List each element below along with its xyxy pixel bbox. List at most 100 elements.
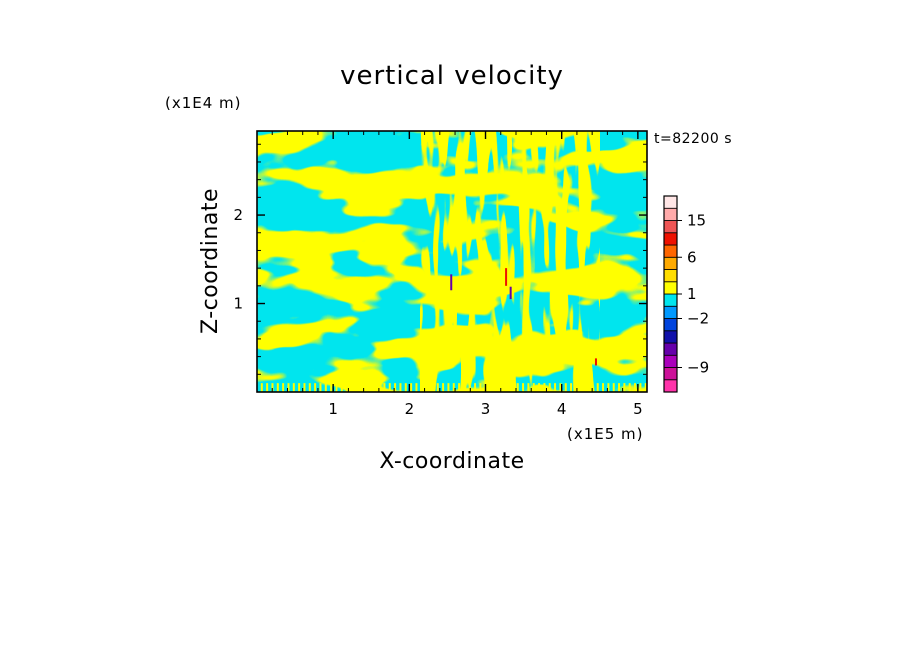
- boundary-cell: [303, 383, 306, 392]
- colorbar-swatch: [663, 281, 678, 295]
- x-tick-label: 4: [557, 400, 567, 418]
- colorbar-swatch: [663, 244, 678, 258]
- timestamp-label: t=82200 s: [654, 131, 732, 147]
- boundary-cell: [564, 383, 567, 392]
- convective-core: [509, 286, 512, 300]
- boundary-cell: [399, 383, 402, 392]
- boundary-cell: [340, 383, 343, 392]
- boundary-cell: [479, 383, 482, 392]
- boundary-cell: [356, 383, 359, 392]
- boundary-cell: [287, 383, 290, 392]
- boundary-cell: [420, 383, 423, 392]
- boundary-cell: [618, 383, 621, 392]
- boundary-cell: [388, 383, 391, 392]
- boundary-cell: [410, 383, 413, 392]
- colorbar-label: 15: [687, 212, 706, 230]
- plot-frame: [256, 130, 648, 393]
- boundary-cell: [346, 383, 349, 392]
- x-tick-label: 1: [328, 400, 338, 418]
- boundary-cell: [511, 383, 514, 392]
- boundary-cell: [378, 383, 381, 392]
- boundary-cell: [266, 383, 269, 392]
- boundary-cell: [522, 383, 525, 392]
- boundary-cell: [335, 383, 338, 392]
- colorbar-swatch: [663, 367, 678, 381]
- y-axis-label: Z-coordinate: [198, 188, 223, 334]
- colorbar-label: −9: [687, 359, 709, 377]
- boundary-cell: [628, 383, 631, 392]
- boundary-cell: [351, 383, 354, 392]
- colorbar-swatch: [663, 293, 678, 307]
- colorbar-label: 1: [687, 285, 697, 303]
- boundary-cell: [404, 383, 407, 392]
- y-tick-label: 1: [233, 295, 243, 313]
- boundary-cell: [468, 383, 471, 392]
- y-axis-ticks: 12: [233, 143, 647, 375]
- x-tick-label: 3: [481, 400, 491, 418]
- boundary-cell: [324, 383, 327, 392]
- boundary-cell: [298, 383, 301, 392]
- boundary-cell: [527, 383, 530, 392]
- colorbar-swatch: [663, 342, 678, 356]
- boundary-cell: [463, 383, 466, 392]
- boundary-cell: [490, 383, 493, 392]
- field-positive-fine-scale: [420, 131, 600, 392]
- boundary-cell: [394, 383, 397, 392]
- y-axis-unit: (x1E4 m): [165, 94, 242, 112]
- chart-title: vertical velocity: [340, 61, 564, 91]
- colorbar-swatch: [663, 318, 678, 332]
- colorbar-swatch: [663, 220, 678, 234]
- boundary-cell: [500, 383, 503, 392]
- colorbar-swatch: [663, 305, 678, 319]
- colorbar-swatch: [663, 195, 678, 209]
- x-tick-label: 2: [405, 400, 415, 418]
- boundary-cell: [612, 383, 615, 392]
- boundary-cell: [538, 383, 541, 392]
- boundary-cell: [586, 383, 589, 392]
- boundary-cell: [596, 383, 599, 392]
- boundary-cell: [362, 383, 365, 392]
- boundary-cell: [271, 383, 274, 392]
- x-axis-label: X-coordinate: [379, 449, 524, 474]
- y-tick-label: 2: [233, 206, 243, 224]
- boundary-cell: [623, 383, 626, 392]
- boundary-cell: [543, 383, 546, 392]
- boundary-cell: [436, 383, 439, 392]
- boundary-cell: [580, 383, 583, 392]
- boundary-cell: [634, 383, 637, 392]
- boundary-cell: [276, 383, 279, 392]
- boundary-cell: [607, 383, 610, 392]
- boundary-cell: [260, 383, 263, 392]
- colorbar-label: −2: [687, 310, 709, 328]
- boundary-cell: [367, 383, 370, 392]
- boundary-cell: [591, 383, 594, 392]
- x-axis-ticks: 1 2 3 4 5: [271, 131, 643, 418]
- colorbar-swatch: [663, 330, 678, 344]
- velocity-field: [257, 131, 647, 392]
- boundary-cell: [383, 383, 386, 392]
- boundary-cell: [570, 383, 573, 392]
- boundary-cell: [308, 383, 311, 392]
- boundary-cell: [426, 383, 429, 392]
- boundary-layer-cells: [260, 383, 647, 392]
- boundary-cell: [314, 383, 317, 392]
- colorbar-swatch: [663, 354, 678, 368]
- x-tick-label: 5: [633, 400, 643, 418]
- convective-cores: [450, 268, 597, 366]
- boundary-cell: [292, 383, 295, 392]
- boundary-cell: [559, 383, 562, 392]
- boundary-cell: [452, 383, 455, 392]
- boundary-cell: [431, 383, 434, 392]
- convective-core: [505, 268, 508, 286]
- colorbar-swatch: [663, 379, 678, 393]
- boundary-cell: [639, 383, 642, 392]
- colorbar-swatch: [663, 269, 678, 283]
- convective-core: [450, 274, 453, 291]
- boundary-cell: [554, 383, 557, 392]
- colorbar-label: 6: [687, 248, 697, 266]
- boundary-cell: [506, 383, 509, 392]
- colorbar-swatch: [663, 256, 678, 270]
